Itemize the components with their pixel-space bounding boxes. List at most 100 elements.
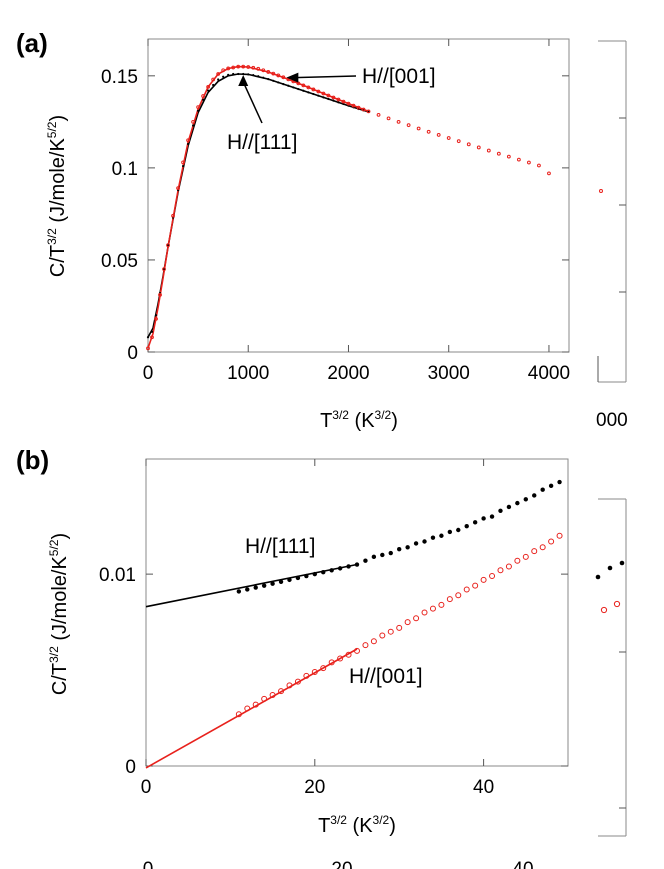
data-point <box>292 86 295 89</box>
data-point <box>297 87 300 91</box>
data-point <box>537 163 541 168</box>
data-point <box>301 83 306 88</box>
data-point <box>539 544 546 551</box>
data-point <box>354 562 360 567</box>
data-point <box>354 647 360 654</box>
data-point <box>531 548 538 555</box>
data-point <box>506 154 511 159</box>
data-point <box>302 89 305 92</box>
data-point <box>191 119 196 124</box>
data-point <box>413 541 419 546</box>
data-point <box>257 75 260 78</box>
data-point <box>237 72 240 76</box>
data-point <box>346 564 351 569</box>
annotation-b-h001: H//[001] <box>349 665 423 688</box>
data-point <box>320 665 327 672</box>
data-point <box>489 514 495 519</box>
data-point <box>192 124 195 127</box>
data-point <box>303 672 310 679</box>
data-point <box>256 66 261 71</box>
data-point <box>171 213 175 218</box>
data-point <box>162 267 166 272</box>
data-point <box>413 615 420 622</box>
data-point <box>244 705 251 712</box>
panel-b-label: (b) <box>16 445 49 475</box>
panel-a-cropped-fragment: 000 <box>596 40 628 431</box>
data-point <box>317 94 320 97</box>
frag-b-point <box>600 606 608 614</box>
frag-b-point <box>595 574 601 580</box>
data-point <box>480 576 487 583</box>
data-point <box>426 129 431 134</box>
data-point <box>322 96 325 99</box>
data-point <box>311 668 318 675</box>
data-point <box>438 601 445 608</box>
data-point <box>154 316 158 321</box>
arrow-001 <box>294 75 357 79</box>
panel-b: (b) 0 20 40 0 0.01 H//[111] H//[001] T3/2 (K… <box>16 445 569 837</box>
x-tick-label: 4000 <box>528 363 570 384</box>
data-point <box>278 688 285 695</box>
data-point <box>388 550 393 556</box>
data-point <box>326 93 331 98</box>
data-point <box>430 535 436 540</box>
data-point <box>557 479 562 485</box>
annotation-h001: H//[001] <box>362 65 436 88</box>
data-point <box>329 568 334 573</box>
data-point <box>472 582 479 589</box>
panel-a-label: (a) <box>16 28 48 58</box>
data-point <box>366 109 371 114</box>
data-point <box>380 552 385 558</box>
frag-b-point <box>613 600 621 608</box>
data-point <box>312 92 315 96</box>
panel-a-ylabel: C/T3/2 (J/mole/K5/2) <box>45 115 69 277</box>
data-point <box>267 78 270 81</box>
data-point <box>307 91 310 94</box>
panel-b-ylabel: C/T3/2 (J/mole/K5/2) <box>47 533 71 695</box>
data-point <box>247 73 250 76</box>
arrow-111-head <box>238 74 249 86</box>
data-point <box>211 77 216 82</box>
arrow-001-head <box>286 72 299 83</box>
panel-a-points <box>146 64 551 351</box>
data-point <box>332 99 335 102</box>
data-point <box>266 70 271 74</box>
data-point <box>304 573 309 579</box>
x-tick-label: 3000 <box>428 363 470 384</box>
x-tick-label: 20 <box>304 777 325 798</box>
data-point <box>241 64 246 69</box>
data-point <box>397 546 402 552</box>
data-point <box>176 186 180 191</box>
data-point <box>436 133 441 137</box>
data-point <box>294 678 301 685</box>
data-point <box>376 112 381 117</box>
x-tick-label: 0 <box>143 363 154 384</box>
frag-a-point <box>599 189 603 193</box>
data-point <box>216 72 221 76</box>
arrow-111 <box>242 81 263 124</box>
data-point <box>150 330 154 333</box>
x-tick-label: 1000 <box>227 363 269 384</box>
data-point <box>262 76 265 79</box>
data-point <box>207 89 210 92</box>
data-point <box>296 81 301 86</box>
data-point <box>556 532 563 539</box>
data-point <box>505 563 512 570</box>
y-tick-label: 0.05 <box>101 251 138 272</box>
data-point <box>246 65 251 69</box>
data-point <box>472 520 478 525</box>
data-point <box>321 570 326 575</box>
data-point <box>346 101 351 106</box>
panel-b-frame <box>145 458 569 767</box>
panel-b-cropped-fragment <box>595 498 627 837</box>
data-point <box>416 126 421 131</box>
data-point <box>236 64 241 69</box>
data-point <box>316 89 321 94</box>
data-point <box>379 632 386 639</box>
data-point <box>197 109 200 112</box>
data-point <box>236 589 242 594</box>
data-point <box>476 145 481 150</box>
frag-b-point <box>607 565 613 571</box>
data-point <box>186 142 190 146</box>
data-point <box>497 567 504 574</box>
